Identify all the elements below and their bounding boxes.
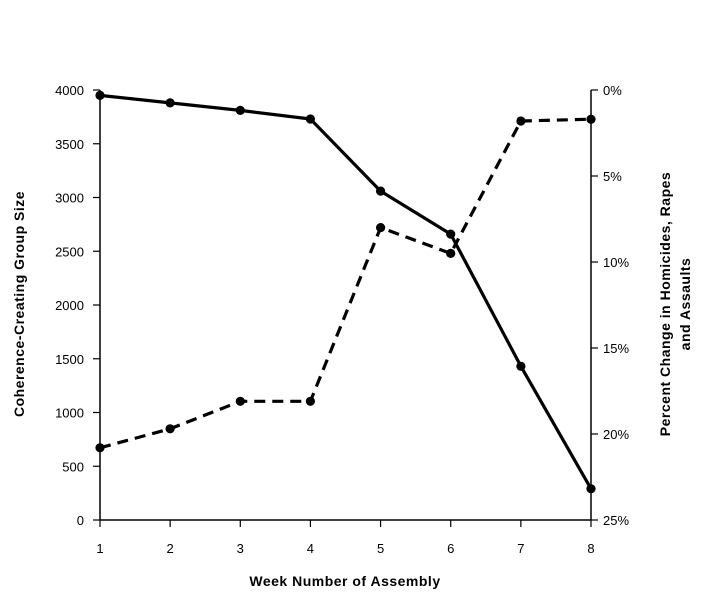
solid-series-point <box>235 105 245 115</box>
dashed-series-point <box>376 223 386 233</box>
x-tick-label: 2 <box>167 541 174 556</box>
right-y-tick-label: 0% <box>603 83 622 98</box>
dashed-series-point <box>586 114 596 124</box>
right-y-tick-label: 15% <box>603 341 629 356</box>
solid-series-point <box>305 114 315 124</box>
x-tick-label: 8 <box>587 541 594 556</box>
right-y-tick-label: 25% <box>603 513 629 528</box>
x-tick-label: 1 <box>96 541 103 556</box>
x-tick-label: 3 <box>237 541 244 556</box>
left-y-tick-label: 3500 <box>55 137 84 152</box>
dashed-series-point <box>235 396 245 406</box>
right-y-axis-title-line-1: Percent Change in Homicides, Rapes <box>657 172 673 436</box>
dashed-series-point <box>446 248 456 258</box>
right-y-tick-label: 20% <box>603 427 629 442</box>
dashed-series-point <box>95 443 105 453</box>
solid-series-point <box>586 484 596 494</box>
dashed-series-point <box>165 424 175 434</box>
series-markers <box>95 90 596 494</box>
right-y-axis-title-line-2: and Assaults <box>677 258 693 351</box>
series-lines <box>99 93 593 490</box>
solid-series-line <box>99 93 593 490</box>
x-tick-label: 5 <box>377 541 384 556</box>
ticks: 1 2 3 4 5 6 7 8 0 500 1000 1500 2000 2500 3000 3500 4000… <box>55 83 629 556</box>
left-y-tick-label: 1500 <box>55 352 84 367</box>
solid-series-point <box>446 229 456 239</box>
x-tick-label: 6 <box>447 541 454 556</box>
dashed-series-line <box>99 117 592 450</box>
dashed-series-point <box>516 116 526 126</box>
right-y-tick-label: 10% <box>603 255 629 270</box>
right-y-tick-label: 5% <box>603 169 622 184</box>
left-y-tick-label: 3000 <box>55 191 84 206</box>
left-y-tick-label: 2000 <box>55 298 84 313</box>
x-axis-title: Week Number of Assembly <box>249 573 440 589</box>
left-y-tick-label: 0 <box>77 513 84 528</box>
solid-series-point <box>165 98 175 108</box>
x-tick-label: 7 <box>517 541 524 556</box>
dashed-series-point <box>305 396 315 406</box>
solid-series-point <box>376 186 386 196</box>
left-y-tick-label: 4000 <box>55 83 84 98</box>
left-y-tick-label: 1000 <box>55 406 84 421</box>
left-y-tick-label: 500 <box>62 459 84 474</box>
x-tick-label: 4 <box>307 541 314 556</box>
solid-series-point <box>516 361 526 371</box>
left-y-tick-label: 2500 <box>55 244 84 259</box>
solid-series-point <box>95 90 105 100</box>
left-y-axis-title: Coherence-Creating Group Size <box>11 191 27 417</box>
